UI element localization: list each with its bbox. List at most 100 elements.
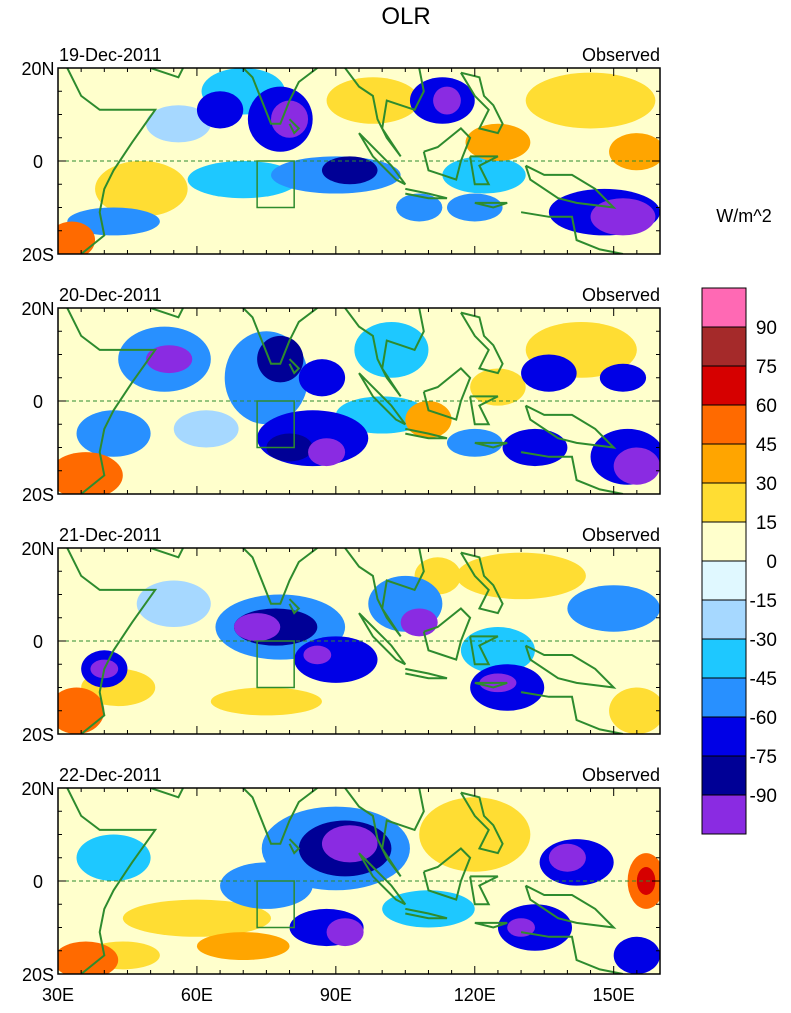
olr-anomaly-cell	[58, 941, 119, 974]
colorbar-swatch	[701, 521, 747, 562]
y-tick-label: 20S	[22, 965, 54, 985]
colorbar-swatch	[701, 365, 747, 406]
olr-anomaly-cell	[599, 363, 647, 392]
coastline	[150, 788, 185, 799]
colorbar-swatch	[701, 794, 747, 835]
panel-date: 21-Dec-2011	[59, 525, 162, 545]
olr-anomaly-cell	[271, 100, 309, 138]
coastline	[474, 921, 508, 929]
x-tick-label: 60E	[181, 985, 213, 1005]
colorbar-swatch	[701, 326, 747, 367]
coastline	[460, 311, 504, 375]
olr-anomaly-cell	[525, 72, 656, 129]
coastline	[358, 852, 407, 906]
y-tick-label: 20N	[21, 539, 54, 559]
coastline	[66, 68, 158, 254]
x-tick-label: 90E	[320, 985, 352, 1005]
coastline	[460, 551, 504, 615]
olr-anomaly-cell	[303, 645, 332, 665]
panel-date: 20-Dec-2011	[59, 285, 162, 305]
olr-anomaly-cell	[58, 687, 105, 734]
olr-anomaly-cell	[67, 207, 160, 236]
coastline	[242, 68, 318, 125]
olr-anomaly-cell	[210, 687, 322, 716]
olr-anomaly-cell	[95, 161, 188, 217]
y-tick-label: 20S	[22, 725, 54, 745]
y-tick-label: 0	[33, 152, 43, 172]
coastline	[242, 548, 318, 605]
olr-anomaly-cell	[502, 792, 633, 840]
olr-anomaly-cell	[145, 345, 193, 374]
colorbar-label: 45	[756, 435, 777, 456]
coastline	[288, 598, 301, 615]
reference-box	[256, 880, 295, 929]
reference-box	[256, 640, 295, 689]
olr-anomaly-cell	[76, 834, 151, 881]
colorbar-swatch	[701, 482, 747, 523]
coastline	[405, 427, 448, 440]
coastline	[344, 788, 425, 877]
colorbar-swatch	[701, 755, 747, 796]
coastline	[288, 838, 301, 855]
panel-field	[58, 548, 660, 734]
y-tick-label: 20S	[22, 485, 54, 505]
coastline	[344, 548, 425, 637]
olr-anomaly-cell	[326, 918, 364, 947]
panel-1: 20N 0 20S 19-Dec-2011 Observed	[21, 45, 661, 265]
olr-anomaly-cell	[298, 359, 346, 397]
coastline	[469, 635, 499, 666]
olr-anomaly-cell	[345, 687, 420, 725]
olr-anomaly-cell	[308, 438, 346, 467]
colorbar-swatch	[701, 560, 747, 601]
coastline	[66, 548, 158, 734]
colorbar-label: -60	[750, 708, 777, 729]
coastline	[150, 548, 185, 559]
panel-label: Observed	[582, 525, 660, 545]
olr-anomaly-cell	[590, 198, 656, 236]
coastline	[288, 118, 301, 135]
colorbar: 90 75 60 45 30 15 0 -15 -30 -45 -60 -75 -90	[701, 287, 777, 835]
olr-anomaly-cell	[145, 105, 211, 143]
olr-anomaly-cell	[58, 452, 123, 494]
panel-date: 22-Dec-2011	[59, 765, 162, 785]
colorbar-units: W/m^2	[716, 206, 771, 226]
panel-3: 20N 0 20S 21-Dec-2011 Observed	[21, 525, 661, 745]
colorbar-label: 30	[756, 474, 777, 495]
coastline	[520, 931, 624, 974]
coastline	[150, 68, 185, 79]
olr-anomaly-cell	[437, 335, 494, 374]
coastline	[524, 884, 617, 929]
coastline	[524, 404, 617, 449]
colorbar-swatch	[701, 716, 747, 757]
olr-anomaly-cell	[521, 354, 577, 392]
olr-anomaly-cell	[233, 613, 281, 641]
coastline	[344, 308, 425, 397]
colorbar-label: 0	[766, 552, 777, 573]
coastline	[242, 308, 318, 365]
coastline	[474, 201, 508, 209]
coastline	[460, 791, 504, 855]
coastline	[520, 451, 624, 494]
y-tick-label: 0	[33, 392, 43, 412]
coastline	[358, 612, 407, 666]
panel-label: Observed	[582, 45, 660, 65]
olr-anomaly-cell	[567, 585, 660, 632]
olr-anomaly-cell	[345, 447, 420, 476]
olr-anomaly-cell	[257, 335, 304, 383]
y-tick-label: 20N	[21, 779, 54, 799]
olr-anomaly-cell	[502, 428, 568, 467]
olr-anomaly-cell	[507, 918, 535, 937]
coastline	[66, 788, 158, 974]
panel-field	[58, 788, 660, 974]
panel-label: Observed	[582, 765, 660, 785]
coastline	[524, 164, 617, 209]
coastline	[469, 395, 499, 426]
olr-anomaly-cell	[76, 410, 151, 457]
olr-anomaly-cell	[400, 608, 438, 637]
colorbar-swatch	[701, 599, 747, 640]
olr-anomaly-cell	[266, 207, 360, 236]
olr-anomaly-cell	[609, 687, 660, 734]
olr-anomaly-cell	[396, 193, 443, 222]
coastline	[520, 211, 624, 254]
y-tick-label: 0	[33, 872, 43, 892]
